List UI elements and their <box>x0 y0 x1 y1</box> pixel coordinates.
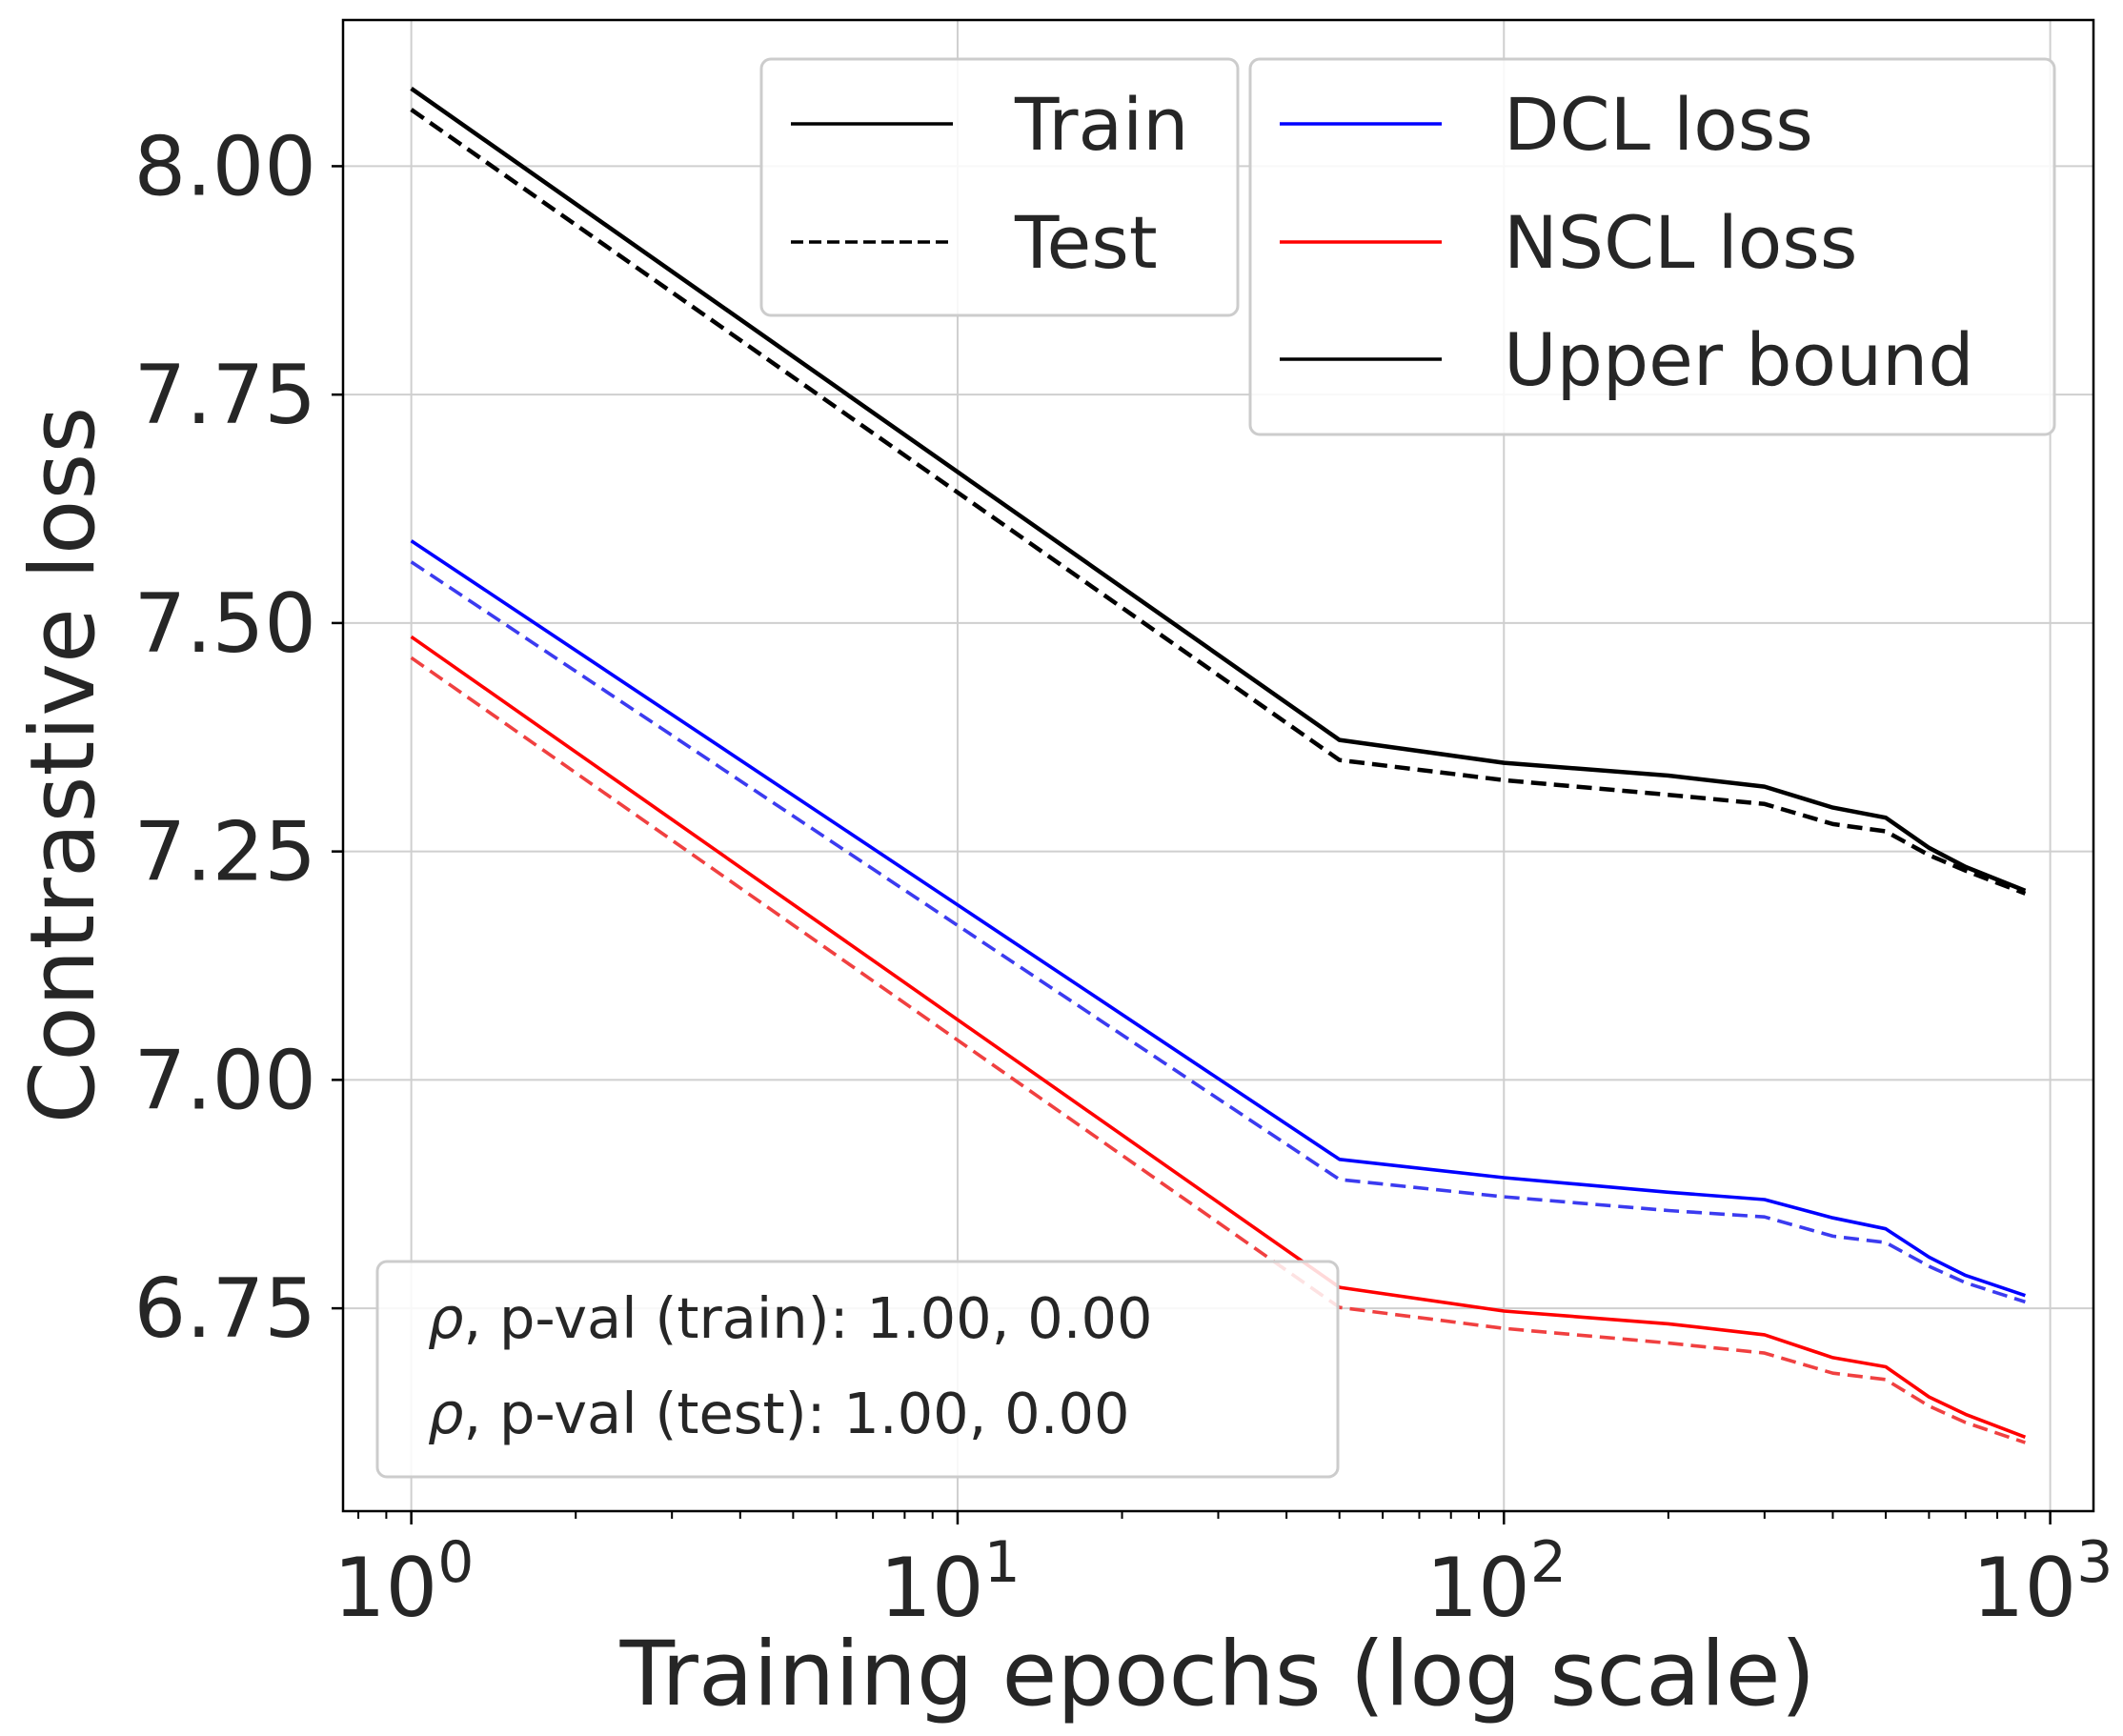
x-tick-exponent: 2 <box>1530 1529 1567 1596</box>
legend-nscl-label: NSCL loss <box>1504 200 1857 285</box>
legend-train-label: Train <box>1014 82 1188 167</box>
stat-train-rho: ρ <box>428 1285 463 1351</box>
y-tick-label: 7.75 <box>134 348 316 443</box>
stat-test-text: , p-val (test): 1.00, 0.00 <box>463 1381 1129 1446</box>
legend-dcl-label: DCL loss <box>1504 82 1813 167</box>
x-tick-base: 10 <box>1425 1541 1529 1636</box>
y-tick-label: 8.00 <box>134 119 316 214</box>
series-line: Upper bound (test) <box>410 108 2027 896</box>
correlation-stats: ρ, p-val (train): 1.00, 0.00 ρ, p-val (t… <box>375 1260 1340 1479</box>
legend-linestyle: Train Test <box>759 57 1240 317</box>
x-axis-label: Training epochs (log scale) <box>619 1623 1816 1726</box>
y-axis-ticks: 6.75 7.00 7.25 7.50 7.75 8.00 <box>134 119 343 1357</box>
x-tick-base: 10 <box>880 1541 983 1636</box>
x-tick-exponent: 3 <box>2076 1529 2113 1596</box>
series-line: DCL loss (train) <box>410 539 2026 1298</box>
series-line: NSCL loss (train) <box>410 635 2027 1439</box>
stat-train-text: , p-val (train): 1.00, 0.00 <box>463 1285 1152 1351</box>
x-tick-base: 10 <box>334 1541 437 1636</box>
y-tick-label: 7.00 <box>134 1033 316 1128</box>
legend-models: DCL loss NSCL loss Upper bound <box>1248 57 2056 436</box>
y-tick-label: 7.25 <box>134 805 316 900</box>
stat-test-rho: ρ <box>428 1381 463 1446</box>
y-tick-label: 7.50 <box>134 576 316 672</box>
legend-test-label: Test <box>1014 200 1158 285</box>
legend-upper-bound-label: Upper bound <box>1504 317 1974 402</box>
stat-train: ρ, p-val (train): 1.00, 0.00 <box>428 1285 1153 1351</box>
series-lines: Upper bound (train)Upper bound (test)DCL… <box>410 87 2027 1444</box>
x-tick-label: 101 <box>880 1529 1021 1636</box>
stat-test: ρ, p-val (test): 1.00, 0.00 <box>428 1381 1130 1446</box>
x-tick-exponent: 0 <box>437 1529 474 1596</box>
series-line: Upper bound (train) <box>410 87 2027 893</box>
x-tick-base: 10 <box>1972 1541 2076 1636</box>
x-tick-label: 103 <box>1972 1529 2113 1636</box>
series-line: NSCL loss (test) <box>410 656 2026 1444</box>
x-tick-label: 100 <box>334 1529 475 1636</box>
legend-models-frame <box>1248 57 2056 436</box>
x-tick-label: 102 <box>1425 1529 1567 1636</box>
correlation-stats-frame <box>375 1260 1340 1479</box>
y-tick-label: 6.75 <box>134 1262 316 1357</box>
x-tick-exponent: 1 <box>984 1529 1021 1596</box>
series-line: DCL loss (test) <box>410 560 2026 1304</box>
y-axis-label: Contrastive loss <box>11 407 115 1124</box>
x-axis-ticks: 100 101 102 103 <box>334 1511 2113 1636</box>
